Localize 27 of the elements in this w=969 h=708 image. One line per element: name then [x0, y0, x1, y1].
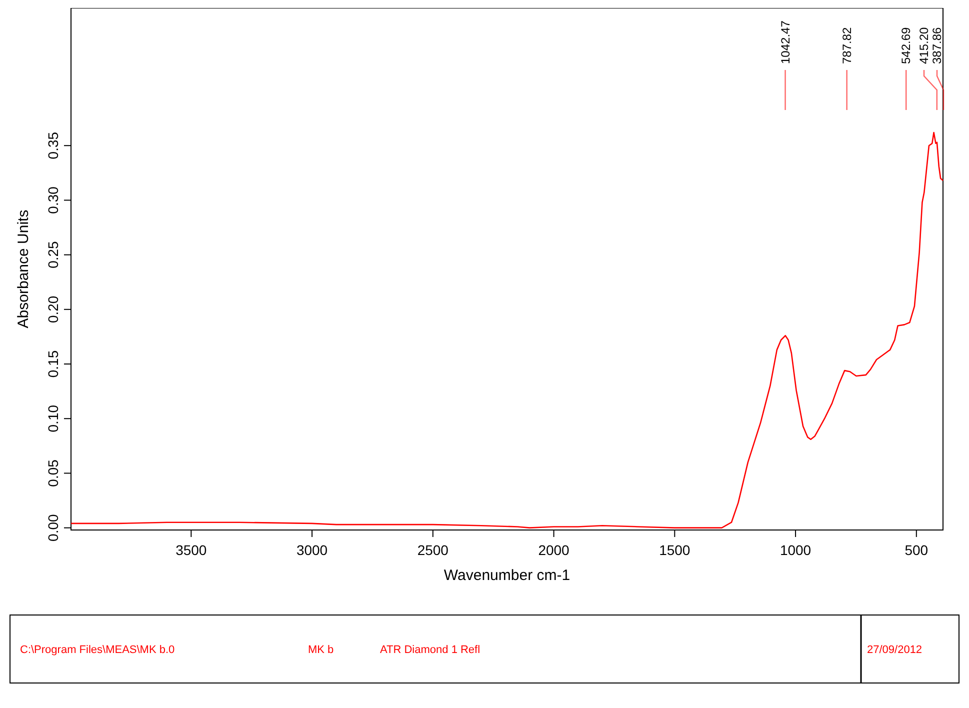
x-tick-label: 1000	[780, 542, 812, 558]
x-tick-label: 3500	[176, 542, 207, 558]
line-series	[70, 132, 944, 528]
y-tick-label: 0.30	[45, 186, 61, 214]
annotation: 1042.47	[778, 20, 792, 64]
y-tick-label: 0.05	[45, 459, 61, 487]
x-axis-title: Wavenumber cm-1	[444, 567, 570, 584]
text: MK b	[308, 644, 334, 656]
y-tick-label: 0.15	[45, 350, 61, 378]
x-tick-label: 2000	[538, 542, 570, 558]
text: ATR Diamond 1 Refl	[380, 644, 480, 656]
y-tick-label: 0.35	[45, 132, 61, 160]
x-tick-label: 2500	[417, 542, 449, 558]
annotation: 415.20	[917, 26, 931, 64]
y-tick-label: 0.20	[45, 296, 61, 324]
y-tick-label: 0.00	[45, 514, 61, 542]
x-tick-label: 1500	[659, 542, 690, 558]
y-axis-title: Absorbance Units	[15, 210, 32, 328]
annotation: 542.69	[899, 26, 914, 64]
annotation: 787.82	[840, 26, 854, 64]
x-tick-label: 3000	[296, 542, 328, 558]
y-tick-label: 0.25	[45, 240, 61, 268]
x-tick-label: 500	[904, 542, 928, 558]
text: 27/09/2012	[867, 644, 922, 656]
annotation: 387.86	[930, 26, 944, 64]
text: C:\Program Files\MEAS\MK b.0	[20, 644, 175, 656]
y-tick-label: 0.10	[45, 404, 61, 432]
